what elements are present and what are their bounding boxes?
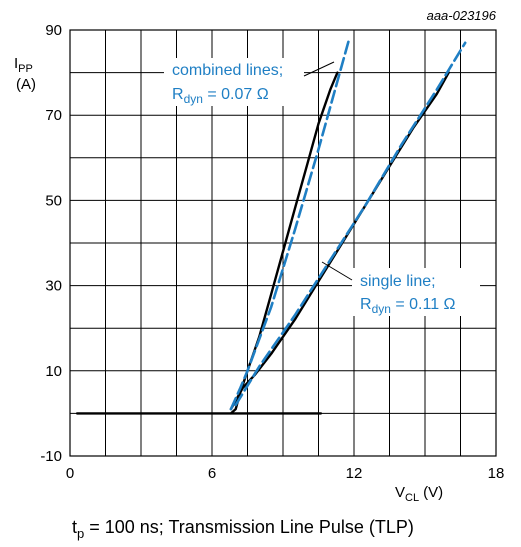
x-axis-label-main: V (395, 484, 405, 501)
x-tick-label: 12 (346, 465, 363, 482)
annotation-single-bg (352, 268, 480, 316)
reference-id: aaa-023196 (427, 8, 497, 23)
y-axis-label-main: I (14, 55, 18, 72)
annotation-single-rdyn: Rdyn = 0.11 Ω (360, 296, 456, 316)
measured-curve-0 (75, 71, 339, 415)
y-tick-label: 10 (45, 363, 62, 380)
annotation-combined-leader (303, 61, 335, 77)
annotation-combined-r: R (172, 86, 184, 103)
annotation-single-r-sub: dyn (372, 302, 391, 316)
tick-labels: 0 6 12 18 -10 10 30 50 70 90 (40, 22, 504, 482)
caption: tp = 100 ns; Transmission Line Pulse (TL… (72, 517, 414, 541)
annotation-single-leader (321, 261, 353, 281)
caption-sub: p (77, 526, 84, 541)
caption-rest: = 100 ns; Transmission Line Pulse (TLP) (84, 517, 414, 537)
y-axis-label: IPP (14, 55, 33, 75)
fit-line-4 (234, 41, 467, 407)
x-axis-label: VCL (V) (395, 484, 443, 504)
annotation-combined-line1: combined lines; (172, 62, 283, 79)
fit-line-3 (229, 37, 351, 411)
annotation-combined-bg (164, 58, 304, 106)
annotation-combined-rdyn: Rdyn = 0.07 Ω (172, 86, 269, 106)
annotation-combined-r-sub: dyn (184, 92, 203, 106)
x-tick-label: 18 (488, 465, 505, 482)
x-tick-label: 6 (208, 465, 216, 482)
annotation-single-r: R (360, 296, 372, 313)
y-axis-label-sub: PP (18, 63, 33, 75)
y-tick-label: -10 (40, 448, 62, 465)
y-tick-label: 90 (45, 22, 62, 39)
y-tick-label: 30 (45, 278, 62, 295)
y-axis-unit: (A) (16, 76, 36, 93)
caption-t: t (72, 517, 77, 537)
annotation-single-line1: single line; (360, 273, 436, 290)
annotation-combined-r-val: = 0.07 Ω (203, 86, 269, 103)
y-tick-label: 70 (45, 107, 62, 124)
x-axis-label-sub: CL (405, 492, 419, 504)
x-tick-label: 0 (66, 465, 74, 482)
plot-frame (69, 29, 497, 457)
x-axis-label-unit: (V) (423, 484, 443, 501)
annotation-single-r-val: = 0.11 Ω (391, 296, 456, 313)
series-layer (75, 37, 467, 415)
y-tick-label: 50 (45, 192, 62, 209)
